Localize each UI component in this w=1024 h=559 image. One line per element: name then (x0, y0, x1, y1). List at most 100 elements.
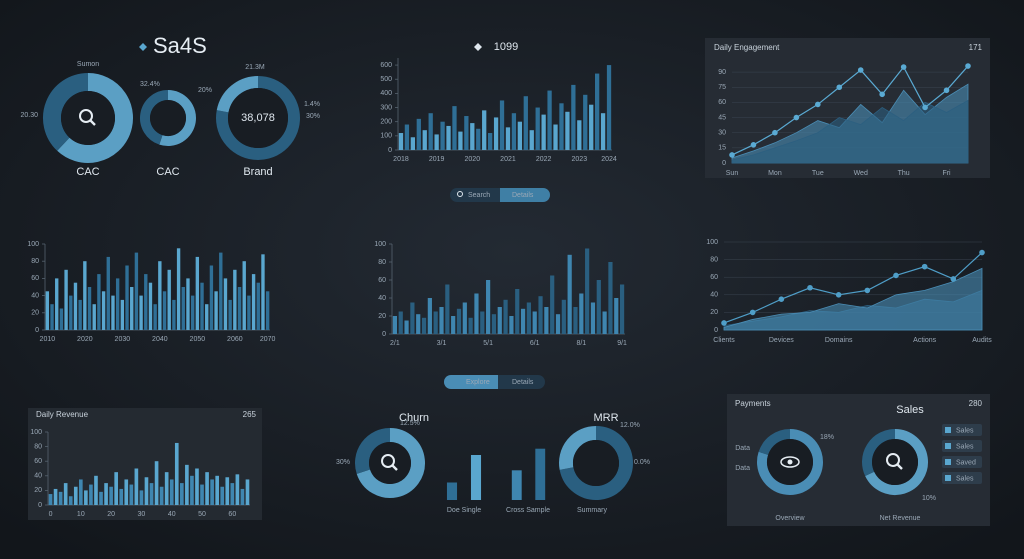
marker (922, 104, 928, 111)
bar (421, 317, 427, 334)
toggle[interactable]: Explore Details (444, 375, 545, 389)
x-tick-label: 2020 (465, 156, 481, 163)
bar (486, 280, 491, 334)
x-tick-label: 2/1 (390, 340, 400, 347)
marker (778, 296, 785, 303)
legend-label[interactable]: Saved (956, 459, 976, 466)
donut-label: 20% (198, 87, 212, 94)
bar (596, 280, 601, 334)
button-label[interactable]: Search (468, 192, 490, 199)
bar (79, 479, 83, 505)
bar (553, 124, 558, 150)
marker (943, 87, 950, 94)
bar (223, 278, 228, 330)
x-tick-label: 2023 (572, 156, 588, 163)
x-tick-label: Mon (768, 170, 782, 177)
bar (555, 314, 561, 334)
bar (422, 130, 427, 150)
donut-hole (61, 91, 115, 145)
bar (398, 133, 404, 150)
button-label[interactable]: Explore (466, 379, 490, 386)
marker (835, 292, 842, 298)
marker (749, 309, 756, 316)
x-tick-label: 20 (107, 511, 115, 518)
center-label: 38,078 (241, 112, 275, 124)
bar (456, 308, 462, 334)
button-label[interactable]: Details (512, 379, 534, 386)
legend-item[interactable] (942, 424, 982, 436)
bar (130, 287, 134, 330)
x-tick-label: Thu (898, 170, 910, 177)
bar (205, 472, 209, 505)
bar (99, 491, 103, 505)
toggle-left[interactable] (444, 375, 498, 389)
chart-title: Churn (399, 412, 429, 424)
bar (68, 496, 73, 505)
donut-hole (573, 440, 619, 486)
x-tick-label: 50 (198, 511, 206, 518)
legend-item[interactable] (942, 440, 982, 452)
x-tick-label: 0 (49, 511, 53, 518)
search-icon (381, 454, 395, 468)
bar (164, 472, 169, 505)
bar (480, 311, 485, 334)
bar (535, 107, 540, 150)
bar (440, 121, 445, 150)
bar (561, 299, 566, 334)
y-tick-label: 45 (718, 114, 726, 121)
y-tick-label: 40 (710, 292, 718, 299)
bar (195, 256, 200, 330)
y-tick-label: 0 (35, 327, 39, 334)
legend-item[interactable] (942, 472, 982, 484)
y-tick-label: 20 (31, 310, 39, 317)
legend-label[interactable]: Sales (956, 443, 974, 450)
bar (134, 252, 139, 330)
bar (434, 134, 439, 150)
donut-label: 18% (820, 434, 834, 441)
bullet (139, 43, 147, 51)
bar (427, 298, 432, 334)
donut-label: 12.5% (400, 420, 420, 427)
toggle-right[interactable] (500, 188, 550, 202)
marker (807, 284, 813, 291)
bar (538, 296, 543, 334)
panel-corner: 171 (969, 43, 983, 52)
bar (215, 475, 219, 505)
bar (614, 298, 619, 334)
y-tick-label: 20 (378, 313, 386, 320)
x-tick-label: 9/1 (617, 340, 627, 347)
bar (464, 116, 469, 150)
bar (144, 274, 148, 330)
x-tick-label: 2020 (77, 336, 93, 343)
x-tick-label: Wed (854, 170, 868, 177)
toggle[interactable]: Search Details (450, 188, 550, 202)
chart-caption: Summary (577, 507, 607, 514)
dashboard-title: Sa4S (153, 33, 207, 58)
marker (950, 276, 957, 282)
bar (235, 474, 240, 505)
donut-label: 10% (922, 495, 936, 502)
bar (167, 269, 171, 330)
bar (470, 123, 475, 150)
y-tick-label: 200 (380, 119, 392, 126)
bar (497, 307, 502, 334)
button-label[interactable]: Details (512, 192, 534, 199)
toggle-right[interactable] (498, 375, 545, 389)
bar (149, 483, 154, 505)
bar (129, 484, 134, 505)
bar (398, 311, 403, 334)
legend-label[interactable]: Sales (956, 475, 974, 482)
bar (619, 284, 625, 334)
y-tick-label: 20 (710, 309, 718, 316)
bar (445, 284, 450, 334)
y-tick-label: 80 (378, 259, 386, 266)
bar (433, 311, 438, 334)
panel-title: Payments (735, 399, 771, 408)
bar (58, 491, 63, 505)
legend-label[interactable]: Sales (956, 427, 974, 434)
bar (169, 479, 174, 505)
legend-item[interactable] (942, 456, 982, 468)
x-tick-label: 2050 (190, 336, 206, 343)
bar (186, 278, 190, 330)
bar (261, 254, 265, 330)
